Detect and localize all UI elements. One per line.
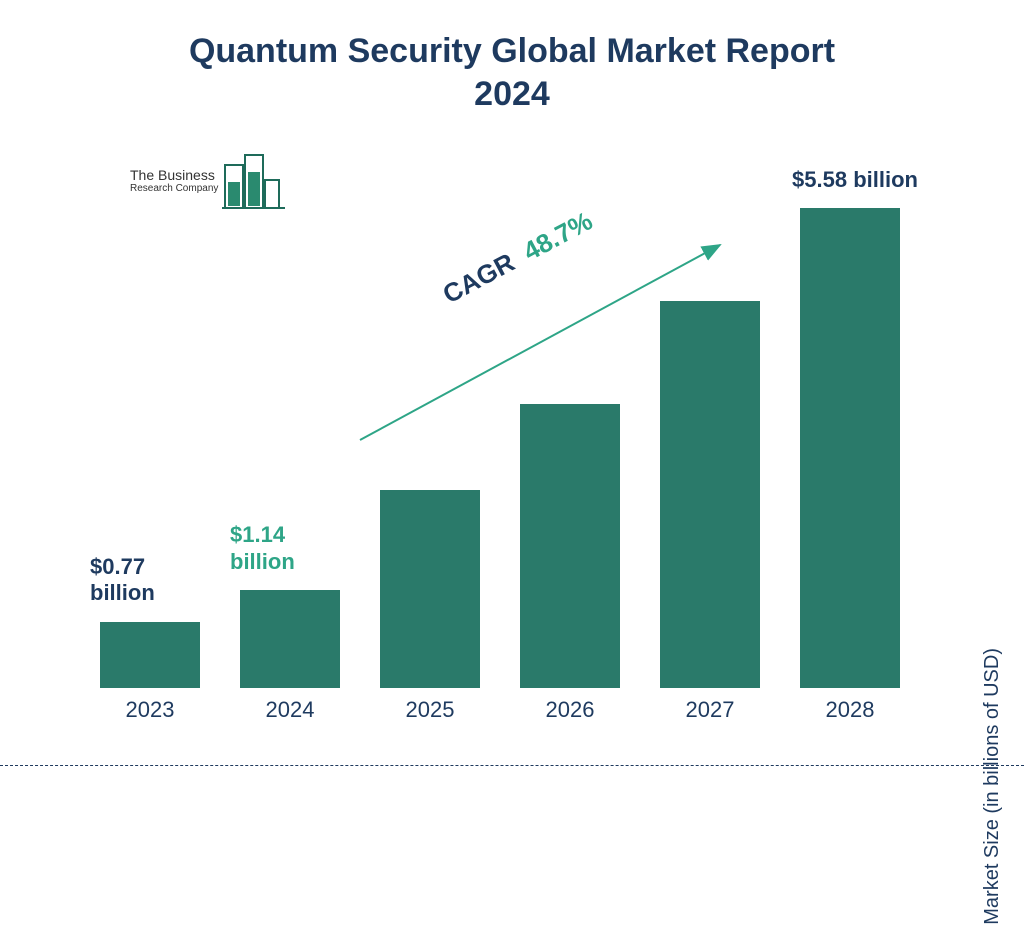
cagr-arrow bbox=[0, 0, 1024, 768]
y-axis-label: Market Size (in billions of USD) bbox=[981, 648, 1004, 925]
bottom-border bbox=[0, 765, 1024, 766]
chart-container: Quantum Security Global Market Report 20… bbox=[0, 0, 1024, 768]
